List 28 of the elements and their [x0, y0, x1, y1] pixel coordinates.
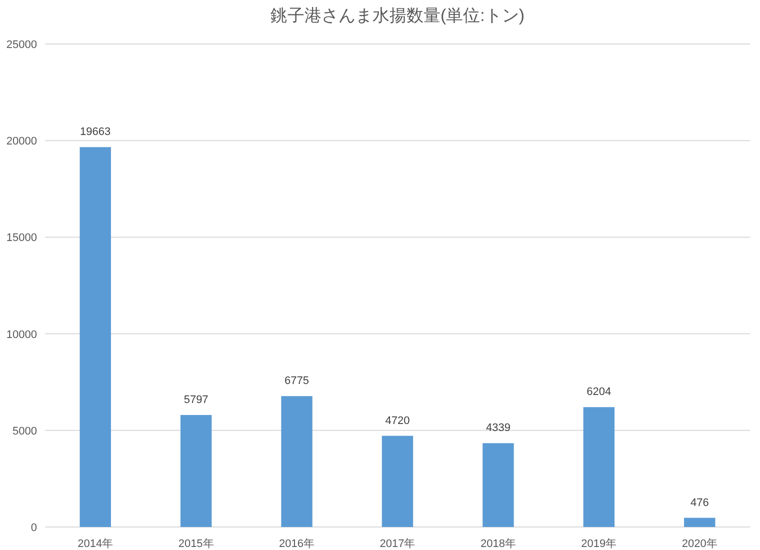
- y-tick-label: 10000: [6, 328, 37, 341]
- data-label: 19663: [80, 126, 111, 138]
- chart-title: 銚子港さんま水揚数量(単位:トン): [270, 6, 525, 25]
- y-tick-label: 15000: [6, 232, 37, 244]
- bar: [482, 443, 514, 527]
- x-tick-label: 2019年: [581, 538, 617, 550]
- data-label: 6775: [284, 375, 310, 388]
- bar: [684, 518, 716, 527]
- y-tick-label: 20000: [6, 136, 37, 148]
- data-label: 5797: [184, 394, 208, 406]
- y-tick-label: 5000: [12, 425, 37, 438]
- data-label: 4720: [385, 414, 410, 427]
- data-label: 476: [690, 496, 709, 509]
- x-tick-label: 2014年: [78, 538, 114, 550]
- bar: [382, 436, 414, 527]
- y-tick-label: 0: [30, 522, 37, 534]
- x-tick-label: 2017年: [380, 538, 416, 550]
- x-tick-label: 2020年: [682, 538, 718, 550]
- data-label: 6204: [586, 386, 612, 398]
- data-label: 4339: [486, 422, 510, 434]
- bar: [80, 147, 111, 527]
- y-tick-label: 25000: [6, 39, 37, 51]
- x-tick-label: 2015年: [178, 538, 214, 550]
- bar: [180, 415, 212, 527]
- x-tick-label: 2018年: [480, 538, 516, 550]
- bar: [583, 407, 615, 527]
- x-tick-label: 2016年: [279, 538, 315, 550]
- bar: [281, 396, 312, 527]
